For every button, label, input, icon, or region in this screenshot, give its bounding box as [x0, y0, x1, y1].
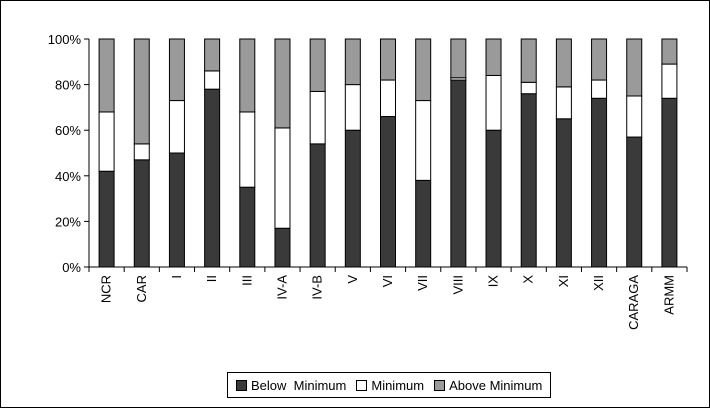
y-tick-labels: 0% 20% 40% 60% 80% 100%: [48, 32, 82, 275]
x-tick-label: II: [204, 275, 219, 282]
bar-segment-CARAGA-2: [626, 38, 643, 97]
bar-segment-I-1: [168, 100, 185, 154]
bar-segment-I-2: [168, 38, 185, 102]
bar-segment-IX-1: [485, 74, 502, 131]
bar-segment-XI-1: [555, 86, 572, 120]
legend-label: Below Minimum: [251, 377, 347, 393]
bar-segment-X-2: [520, 38, 537, 83]
legend-label: Minimum: [371, 377, 425, 393]
bar-segment-NCR-2: [98, 38, 115, 113]
bar-segment-VIII-0: [450, 79, 467, 268]
x-tick-label: ARMM: [661, 275, 676, 315]
bar-segment-X-1: [520, 81, 537, 95]
x-tick-label: IV-B: [310, 275, 325, 300]
bar-segment-NCR-1: [98, 111, 115, 172]
legend-item: Above Minimum: [434, 378, 542, 393]
legend-swatch: [236, 379, 247, 391]
legend-swatch: [356, 379, 368, 391]
x-tick-label: VII: [415, 275, 430, 291]
x-tick-label: NCR: [99, 275, 114, 303]
x-tick-label: IX: [486, 275, 501, 288]
bar-segment-VII-1: [415, 100, 432, 181]
x-tick-label: XII: [591, 275, 606, 291]
bar-segment-CAR-1: [133, 143, 150, 161]
x-tick-label: X: [521, 275, 536, 284]
bar-segment-VI-2: [380, 38, 396, 81]
bar-segment-IX-2: [485, 38, 502, 76]
bar-segment-VI-1: [380, 79, 396, 118]
legend-label: Above Minimum: [449, 377, 543, 393]
x-tick-label: CARAGA: [626, 275, 641, 330]
bar-segment-II-2: [204, 38, 221, 72]
bar-segment-XII-1: [591, 79, 608, 99]
bar-segment-III-2: [239, 38, 256, 113]
bars-group: [98, 38, 678, 268]
bar-segment-III-0: [239, 186, 256, 268]
bar-segment-V-0: [344, 129, 361, 268]
x-tick-label: V: [345, 275, 360, 284]
x-tick-label: CAR: [134, 275, 149, 302]
y-tick-label: 100%: [48, 32, 82, 47]
bar-segment-VI-0: [380, 116, 396, 268]
bar-segment-CAR-2: [133, 38, 150, 145]
bar-segment-XI-2: [555, 38, 572, 88]
y-tick-label: 60%: [55, 123, 81, 138]
bar-segment-I-0: [168, 152, 185, 268]
bar-segment-IX-0: [485, 129, 502, 268]
y-tick-label: 40%: [55, 169, 81, 184]
y-tick-label: 80%: [55, 78, 81, 93]
bar-segment-ARMM-0: [661, 97, 678, 268]
legend-item: Below Minimum: [236, 378, 346, 393]
bar-segment-CARAGA-0: [626, 136, 643, 268]
legend: Below Minimum Minimum Above Minimum: [227, 372, 552, 398]
bar-segment-IV-B-1: [309, 90, 326, 145]
bar-segment-NCR-0: [98, 170, 115, 268]
x-tick-label: I: [169, 275, 184, 279]
legend-swatch: [434, 379, 446, 391]
bar-segment-IV-A-0: [274, 227, 291, 268]
bar-segment-II-0: [204, 88, 221, 268]
y-tick-label: 0%: [62, 260, 81, 275]
x-tick-label: IV-A: [274, 275, 289, 300]
bar-segment-X-0: [520, 93, 537, 268]
bar-segment-VII-2: [415, 38, 432, 102]
bar-segment-CAR-0: [133, 159, 150, 268]
bar-segment-ARMM-2: [661, 38, 678, 65]
bar-segment-IV-A-2: [274, 38, 291, 129]
bar-segment-XI-0: [555, 118, 572, 268]
axes-group: [84, 38, 688, 272]
x-tick-label: VIII: [450, 275, 465, 295]
legend-item: Minimum: [356, 378, 424, 393]
bar-segment-III-1: [239, 111, 256, 188]
bar-segment-IV-A-1: [274, 127, 291, 229]
bar-segment-IV-B-2: [309, 38, 326, 92]
bar-segment-II-1: [204, 70, 221, 90]
x-tick-label: III: [239, 275, 254, 286]
bar-segment-XII-2: [591, 38, 608, 81]
bar-segment-CARAGA-1: [626, 95, 643, 138]
bar-segment-V-1: [344, 84, 361, 131]
x-tick-label: XI: [556, 275, 571, 287]
bar-segment-V-2: [344, 38, 361, 86]
y-tick-label: 20%: [55, 214, 81, 229]
bar-segment-VII-0: [415, 179, 432, 268]
x-tick-labels: NCR CAR I II III IV-A IV-B V VI VII VIII IX X XI XII CA…: [99, 275, 677, 330]
bar-segment-XII-0: [591, 97, 608, 268]
x-tick-label: VI: [380, 275, 395, 287]
bar-segment-VIII-2: [450, 38, 467, 79]
bar-segment-ARMM-1: [661, 63, 678, 99]
bar-segment-IV-B-0: [309, 143, 326, 268]
